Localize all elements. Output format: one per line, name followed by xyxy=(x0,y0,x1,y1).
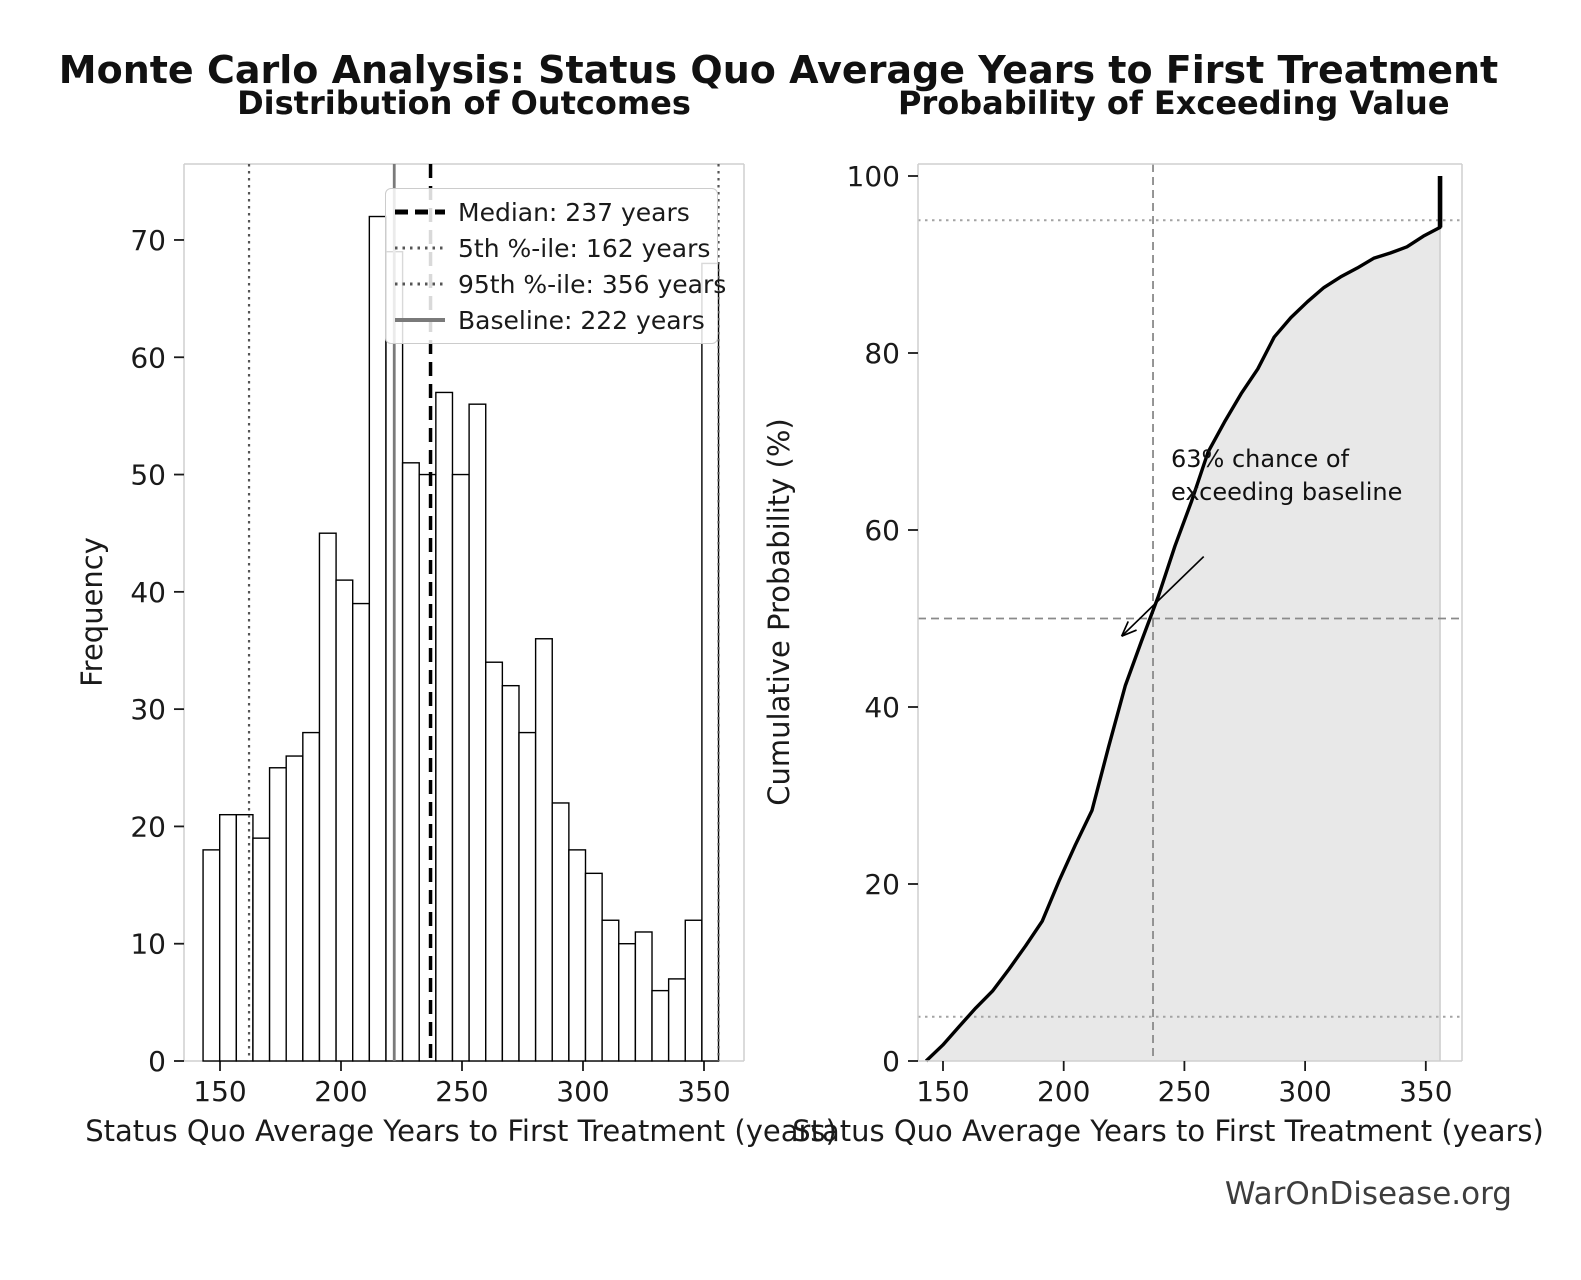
histogram-bar xyxy=(235,813,254,1062)
y-tick-label: 30 xyxy=(130,693,166,726)
histogram-bar xyxy=(468,403,487,1062)
percentile-5-line-sample-icon xyxy=(395,246,445,250)
histogram-bar xyxy=(218,813,238,1062)
histogram-legend: Median: 237 years 5th %-ile: 162 years 9… xyxy=(385,188,726,344)
histogram-bar xyxy=(634,931,653,1062)
histogram-title: Distribution of Outcomes xyxy=(237,84,691,122)
y-tick-label: 70 xyxy=(130,224,166,257)
histogram-bar xyxy=(518,731,537,1062)
y-tick-label: 40 xyxy=(130,576,166,609)
histogram-bars xyxy=(202,215,720,1062)
histogram-bar xyxy=(568,849,587,1062)
legend-label: Median: 237 years xyxy=(458,197,690,227)
annotation-line: exceeding baseline xyxy=(1171,478,1403,506)
y-tick-label: 60 xyxy=(130,341,166,374)
histogram-bar xyxy=(435,391,454,1062)
y-tick-label: 40 xyxy=(864,691,900,724)
x-tick-label: 250 xyxy=(1158,1075,1211,1108)
page-title: Monte Carlo Analysis: Status Quo Average… xyxy=(58,48,1499,92)
histogram-bar xyxy=(302,731,321,1062)
legend-label: 95th %-ile: 356 years xyxy=(458,269,727,299)
percentile-95-line-sample-icon xyxy=(395,282,445,286)
histogram-bar xyxy=(485,661,504,1062)
x-tick-label: 150 xyxy=(916,1075,969,1108)
y-tick-label: 10 xyxy=(130,928,166,961)
legend-label: 5th %-ile: 162 years xyxy=(458,233,711,263)
annotation-line: 63% chance of xyxy=(1171,445,1350,473)
y-tick-label: 0 xyxy=(148,1045,166,1078)
x-tick-label: 200 xyxy=(314,1075,367,1108)
cdf-title: Probability of Exceeding Value xyxy=(898,84,1450,122)
cdf-fill xyxy=(926,227,1441,1061)
histogram-bar xyxy=(551,802,570,1062)
histogram-bar xyxy=(501,684,520,1062)
histogram-bar xyxy=(318,532,337,1062)
histogram-bar xyxy=(335,579,354,1062)
histogram-bar xyxy=(451,473,470,1062)
histogram-bar xyxy=(701,262,720,1062)
cdf-curve xyxy=(924,176,1443,1063)
cdf-y-axis-label: Cumulative Probability (%) xyxy=(762,418,796,806)
histogram-bar xyxy=(534,638,553,1062)
legend-item-baseline: Baseline: 222 years xyxy=(394,303,709,337)
annotation-arrow xyxy=(1120,555,1205,637)
histogram-ticks: 150 200 250 300 350 0 10 20 30 40 50 60 70 xyxy=(130,224,730,1108)
cdf-annotation-text: 63% chance of exceeding baseline xyxy=(1171,443,1402,509)
y-tick-label: 60 xyxy=(864,514,900,547)
cdf-x-axis-label: Status Quo Average Years to First Treatm… xyxy=(792,1114,1544,1148)
histogram-bar xyxy=(285,755,304,1062)
y-tick-label: 80 xyxy=(864,337,900,370)
histogram-x-axis-label: Status Quo Average Years to First Treatm… xyxy=(85,1114,837,1148)
x-tick-label: 200 xyxy=(1037,1075,1090,1108)
histogram-bar xyxy=(418,473,437,1062)
y-tick-label: 20 xyxy=(130,810,166,843)
x-tick-label: 350 xyxy=(677,1075,730,1108)
histogram-bar xyxy=(368,215,387,1062)
histogram-bar xyxy=(352,602,371,1062)
x-tick-label: 300 xyxy=(1278,1075,1331,1108)
histogram-bar xyxy=(667,978,686,1062)
histogram-bar xyxy=(584,872,603,1062)
histogram-bar xyxy=(651,989,670,1062)
y-tick-label: 50 xyxy=(130,459,166,492)
y-tick-label: 20 xyxy=(864,868,900,901)
y-tick-label: 0 xyxy=(882,1045,900,1078)
histogram-bar xyxy=(401,462,420,1062)
cdf-spines xyxy=(917,163,1463,1062)
histogram-bar xyxy=(601,919,620,1062)
legend-item-median: Median: 237 years xyxy=(394,195,709,229)
x-tick-label: 150 xyxy=(193,1075,246,1108)
histogram-bar xyxy=(268,767,287,1062)
baseline-line-sample-icon xyxy=(395,318,445,322)
x-tick-label: 250 xyxy=(435,1075,488,1108)
median-line-sample-icon xyxy=(395,209,445,215)
legend-item-5th-percentile: 5th %-ile: 162 years xyxy=(394,231,711,265)
histogram-bar xyxy=(684,919,703,1062)
histogram-bar xyxy=(202,849,221,1062)
histogram-bar xyxy=(252,837,271,1062)
histogram-y-axis-label: Frequency xyxy=(75,537,109,687)
x-tick-label: 300 xyxy=(556,1075,609,1108)
y-tick-label: 100 xyxy=(847,160,900,193)
cdf-ticks: 150 200 250 300 350 0 20 40 60 80 100 xyxy=(847,160,1453,1108)
histogram-bar xyxy=(618,943,637,1062)
watermark: WarOnDisease.org xyxy=(1224,1176,1512,1212)
x-tick-label: 350 xyxy=(1399,1075,1452,1108)
legend-item-95th-percentile: 95th %-ile: 356 years xyxy=(394,267,726,301)
legend-label: Baseline: 222 years xyxy=(458,305,705,335)
